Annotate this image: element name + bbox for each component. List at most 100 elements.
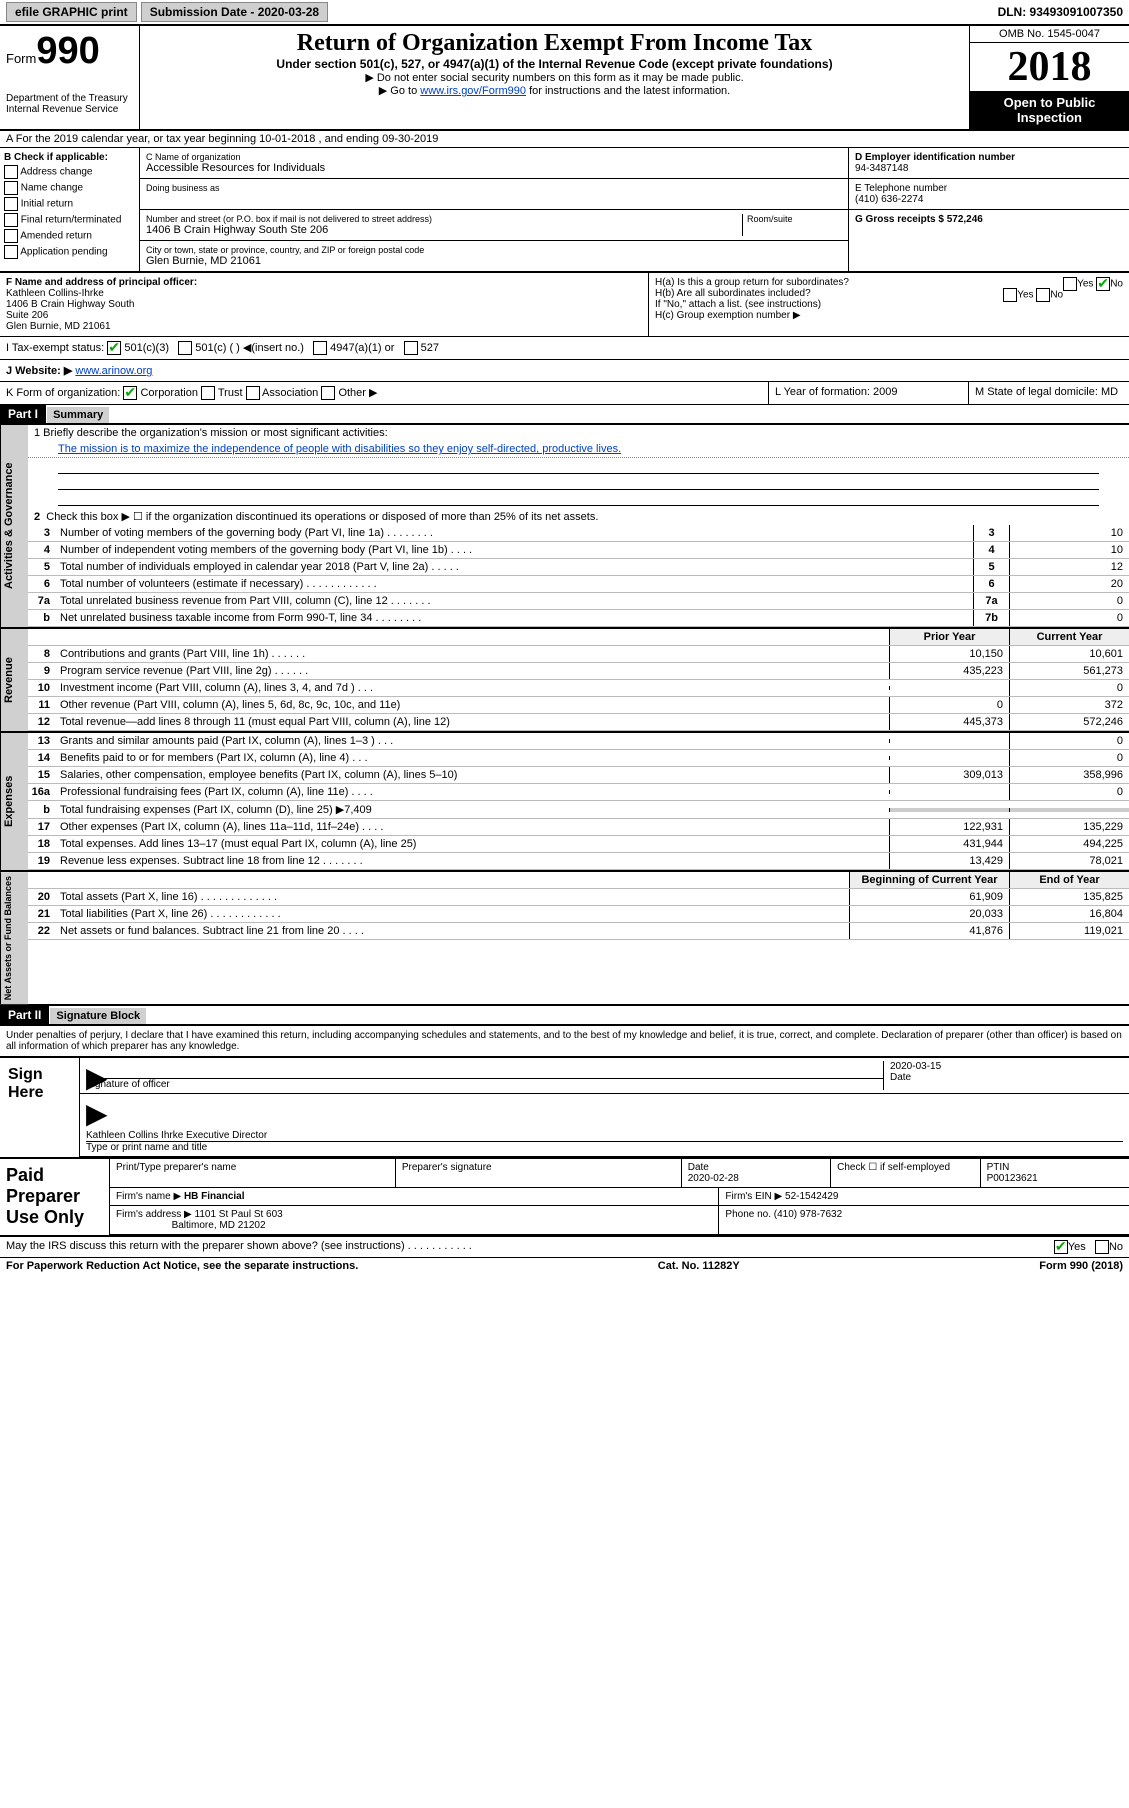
form-header: Form990 Department of the Treasury Inter… bbox=[0, 26, 1129, 131]
part1-hdr: Part I Summary bbox=[0, 405, 1129, 425]
expenses-section: Expenses 13Grants and similar amounts pa… bbox=[0, 733, 1129, 872]
cat-no: Cat. No. 11282Y bbox=[358, 1260, 1039, 1272]
data-row: 14Benefits paid to or for members (Part … bbox=[28, 750, 1129, 767]
room-label: Room/suite bbox=[747, 214, 842, 224]
note2: ▶ Go to www.irs.gov/Form990 for instruct… bbox=[148, 84, 961, 97]
data-row: 11Other revenue (Part VIII, column (A), … bbox=[28, 697, 1129, 714]
title-block: Return of Organization Exempt From Incom… bbox=[140, 26, 969, 129]
j-label: J Website: ▶ bbox=[6, 365, 72, 377]
f-addr2: Suite 206 bbox=[6, 310, 642, 321]
e-label: E Telephone number bbox=[855, 183, 1123, 194]
sig-section: Under penalties of perjury, I declare th… bbox=[0, 1026, 1129, 1274]
officer-name: Kathleen Collins Ihrke Executive Directo… bbox=[86, 1130, 267, 1141]
gov-row: bNet unrelated business taxable income f… bbox=[28, 610, 1129, 627]
hb-yes[interactable] bbox=[1003, 288, 1017, 302]
form-ref: Form 990 (2018) bbox=[1039, 1260, 1123, 1272]
hdr-beg: Beginning of Current Year bbox=[849, 872, 1009, 888]
f-label: F Name and address of principal officer: bbox=[6, 277, 642, 288]
b-checkbox[interactable]: Initial return bbox=[4, 197, 135, 211]
k-other[interactable] bbox=[321, 386, 335, 400]
prep-selfemp: Check ☐ if self-employed bbox=[831, 1159, 980, 1187]
blank1 bbox=[58, 460, 1099, 474]
col-right: D Employer identification number 94-3487… bbox=[849, 148, 1129, 271]
note2-pre: ▶ Go to bbox=[379, 85, 420, 97]
website-link[interactable]: www.arinow.org bbox=[75, 365, 152, 377]
part1-label: Part I bbox=[0, 405, 46, 423]
omb: OMB No. 1545-0047 bbox=[970, 26, 1129, 43]
m: M State of legal domicile: MD bbox=[969, 382, 1129, 404]
data-row: 20Total assets (Part X, line 16) . . . .… bbox=[28, 889, 1129, 906]
i-501c3[interactable] bbox=[107, 341, 121, 355]
tax-year: 2018 bbox=[970, 43, 1129, 91]
part2-title: Signature Block bbox=[50, 1008, 146, 1024]
b-checkbox[interactable]: Amended return bbox=[4, 229, 135, 243]
part2-label: Part II bbox=[0, 1006, 49, 1024]
revenue-section: Revenue Prior YearCurrent Year 8Contribu… bbox=[0, 629, 1129, 733]
firm-ein: Firm's EIN ▶ 52-1542429 bbox=[719, 1188, 1129, 1205]
i-501c[interactable] bbox=[178, 341, 192, 355]
submission-btn[interactable]: Submission Date - 2020-03-28 bbox=[141, 2, 328, 22]
hdr-curr: Current Year bbox=[1009, 629, 1129, 645]
addr: 1406 B Crain Highway South Ste 206 bbox=[146, 224, 742, 236]
sig-label: Signature of officer bbox=[86, 1079, 170, 1090]
i-4947[interactable] bbox=[313, 341, 327, 355]
data-row: 12Total revenue—add lines 8 through 11 (… bbox=[28, 714, 1129, 731]
b-checkbox[interactable]: Name change bbox=[4, 181, 135, 195]
vtab-rev: Revenue bbox=[0, 629, 28, 731]
c-name-label: C Name of organization bbox=[146, 152, 842, 162]
row-i: I Tax-exempt status: 501(c)(3) 501(c) ( … bbox=[0, 337, 1129, 360]
instructions-link[interactable]: www.irs.gov/Form990 bbox=[420, 85, 526, 97]
b-checkbox[interactable]: Final return/terminated bbox=[4, 213, 135, 227]
discuss: May the IRS discuss this return with the… bbox=[6, 1240, 1054, 1254]
data-row: 21Total liabilities (Part X, line 26) . … bbox=[28, 906, 1129, 923]
org-name: Accessible Resources for Individuals bbox=[146, 162, 842, 174]
discuss-yes[interactable] bbox=[1054, 1240, 1068, 1254]
i-label: I Tax-exempt status: bbox=[6, 342, 104, 354]
k0: Corporation bbox=[140, 387, 197, 399]
date-label: Date bbox=[890, 1072, 911, 1083]
firm-addr: 1101 St Paul St 603 bbox=[195, 1209, 283, 1220]
ha-no[interactable] bbox=[1096, 277, 1110, 291]
row-j: J Website: ▶ www.arinow.org bbox=[0, 360, 1129, 382]
blank3 bbox=[58, 492, 1099, 506]
discuss-no[interactable] bbox=[1095, 1240, 1109, 1254]
hb-no[interactable] bbox=[1036, 288, 1050, 302]
efile-btn[interactable]: efile GRAPHIC print bbox=[6, 2, 137, 22]
k-label: K Form of organization: bbox=[6, 387, 120, 399]
firm-name-label: Firm's name ▶ bbox=[116, 1191, 181, 1202]
part2-hdr: Part II Signature Block bbox=[0, 1006, 1129, 1026]
i-opt1: 501(c) ( ) ◀(insert no.) bbox=[195, 342, 304, 354]
form-prefix: Form bbox=[6, 51, 36, 66]
l: L Year of formation: 2009 bbox=[769, 382, 969, 404]
row-fk: F Name and address of principal officer:… bbox=[0, 273, 1129, 337]
firm-addr-label: Firm's address ▶ bbox=[116, 1209, 192, 1220]
k-assoc[interactable] bbox=[246, 386, 260, 400]
prep-date: Date 2020-02-28 bbox=[682, 1159, 831, 1187]
part1-title: Summary bbox=[47, 407, 109, 423]
data-row: 13Grants and similar amounts paid (Part … bbox=[28, 733, 1129, 750]
info-grid: B Check if applicable: Address change Na… bbox=[0, 148, 1129, 273]
data-row: 19Revenue less expenses. Subtract line 1… bbox=[28, 853, 1129, 870]
dba-label: Doing business as bbox=[146, 183, 842, 193]
governance-section: Activities & Governance 1 Briefly descri… bbox=[0, 425, 1129, 629]
b-label: B Check if applicable: bbox=[4, 152, 135, 163]
i-opt2: 4947(a)(1) or bbox=[330, 342, 394, 354]
i-527[interactable] bbox=[404, 341, 418, 355]
subtitle: Under section 501(c), 527, or 4947(a)(1)… bbox=[148, 57, 961, 71]
hc: H(c) Group exemption number ▶ bbox=[655, 310, 1123, 321]
phone: (410) 636-2274 bbox=[855, 194, 1123, 205]
d-label: D Employer identification number bbox=[855, 152, 1123, 163]
data-row: 17Other expenses (Part IX, column (A), l… bbox=[28, 819, 1129, 836]
col-b: B Check if applicable: Address change Na… bbox=[0, 148, 140, 271]
data-row: 22Net assets or fund balances. Subtract … bbox=[28, 923, 1129, 940]
hdr-prior: Prior Year bbox=[889, 629, 1009, 645]
ha-yes[interactable] bbox=[1063, 277, 1077, 291]
name-label: Type or print name and title bbox=[86, 1142, 207, 1153]
dept: Department of the Treasury Internal Reve… bbox=[6, 93, 133, 115]
b-checkbox[interactable]: Application pending bbox=[4, 245, 135, 259]
k-trust[interactable] bbox=[201, 386, 215, 400]
k-corp[interactable] bbox=[123, 386, 137, 400]
k1: Trust bbox=[218, 387, 243, 399]
b-checkbox[interactable]: Address change bbox=[4, 165, 135, 179]
city: Glen Burnie, MD 21061 bbox=[146, 255, 842, 267]
